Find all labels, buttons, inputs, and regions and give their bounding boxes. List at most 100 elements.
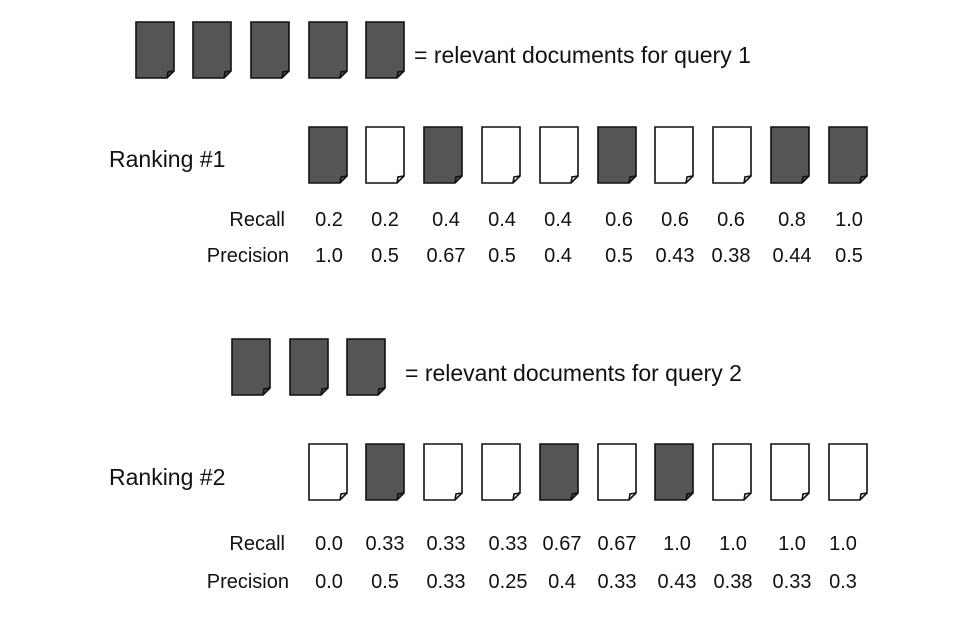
legend-1-document [135,21,175,79]
page-fold-mark [396,70,405,79]
relevant-document-icon [828,126,868,184]
page-fold-mark [743,492,752,501]
ranking-2-precision-value: 0.38 [714,571,753,593]
relevant-document-icon [423,126,463,184]
nonrelevant-document-icon [481,443,521,501]
ranking-2-document [539,443,579,501]
relevant-document-icon [289,338,329,396]
ranking-2-recall-value: 1.0 [829,533,857,555]
ranking-2-recall-value: 0.67 [598,533,637,555]
legend-1-documents [135,21,405,79]
ranking-1-document [423,126,463,184]
ranking-2-document [828,443,868,501]
ranking-1-document [712,126,752,184]
page-fold-mark [223,70,232,79]
nonrelevant-document-icon [712,443,752,501]
page-fold-mark [801,492,810,501]
page-fold-mark [685,175,694,184]
page-fold-mark [859,492,868,501]
ranking-1-recall-value: 0.2 [315,209,343,231]
ranking-1-recall-value: 0.6 [605,209,633,231]
ranking-2-precision-label: Precision [207,571,289,593]
legend-1-document [365,21,405,79]
ranking-1-document [365,126,405,184]
ranking-1-precision-value: 0.5 [605,245,633,267]
nonrelevant-document-icon [481,126,521,184]
ranking-2-precision-values: 0.0 0.5 0.33 0.25 0.4 0.33 0.43 0.38 0.33 0.3 [315,571,857,593]
legend-2-document [231,338,271,396]
ranking-1-precision-value: 1.0 [315,245,343,267]
legend-2-document [346,338,386,396]
ranking-1-recall-value: 0.4 [544,209,572,231]
relevant-document-icon [346,338,386,396]
ranking-2-precision-value: 0.33 [427,571,466,593]
nonrelevant-document-icon [828,443,868,501]
relevant-document-icon [308,21,348,79]
ranking-2-precision-value: 0.0 [315,571,343,593]
ranking-1-precision-value: 0.44 [773,245,812,267]
page-fold-mark [396,492,405,501]
page-fold-mark [859,175,868,184]
ranking-1-precision-value: 0.67 [427,245,466,267]
page-fold-mark [454,175,463,184]
ranking-2-recall-value: 1.0 [778,533,806,555]
ranking-1-precision-value: 0.43 [656,245,695,267]
ranking-1-documents [308,126,868,184]
legend-2-document [289,338,329,396]
page-fold-mark [512,492,521,501]
ranking-2-recall-value: 0.33 [427,533,466,555]
ranking-2-documents [308,443,868,501]
page-fold-mark [166,70,175,79]
ranking-2-document [597,443,637,501]
ranking-2-document [365,443,405,501]
ranking-1-recall-value: 1.0 [835,209,863,231]
ranking-2-recall-value: 1.0 [719,533,747,555]
ranking-2-document [770,443,810,501]
ranking-1-recall-value: 0.2 [371,209,399,231]
ranking-1-recall-value: 0.8 [778,209,806,231]
ranking-2-document [423,443,463,501]
ranking-1-precision-value: 0.5 [835,245,863,267]
ranking-1-document [597,126,637,184]
ranking-2-recall-value: 0.33 [366,533,405,555]
nonrelevant-document-icon [365,126,405,184]
ranking-1-document [770,126,810,184]
ranking-1-document [539,126,579,184]
page-fold-mark [628,492,637,501]
ranking-1-precision-values: 1.0 0.5 0.67 0.5 0.4 0.5 0.43 0.38 0.44 0.5 [315,245,863,267]
legend-1-document [250,21,290,79]
ranking-1-document [308,126,348,184]
ranking-2-precision-value: 0.43 [658,571,697,593]
ranking-2-recall-label: Recall [229,533,285,555]
ranking-1-precision-label: Precision [207,245,289,267]
page-fold-mark [512,175,521,184]
relevant-document-icon [135,21,175,79]
ranking-2-document [654,443,694,501]
page-fold-mark [339,492,348,501]
ranking-1-precision-value: 0.4 [544,245,572,267]
ranking-1-precision-value: 0.38 [712,245,751,267]
nonrelevant-document-icon [654,126,694,184]
nonrelevant-document-icon [308,443,348,501]
page-fold-mark [685,492,694,501]
ranking-2-recall-value: 1.0 [663,533,691,555]
page-fold-mark [377,387,386,396]
legend-1-label: = relevant documents for query 1 [414,42,751,68]
ranking-1-precision-value: 0.5 [488,245,516,267]
nonrelevant-document-icon [423,443,463,501]
page-fold-mark [743,175,752,184]
legend-2-label: = relevant documents for query 2 [405,360,742,386]
ranking-1-document [481,126,521,184]
ranking-2-document [308,443,348,501]
ranking-1-recall-label: Recall [229,209,285,231]
page-fold-mark [454,492,463,501]
ranking-2-precision-value: 0.4 [548,571,576,593]
ranking-2-precision-value: 0.25 [489,571,528,593]
nonrelevant-document-icon [712,126,752,184]
nonrelevant-document-icon [770,443,810,501]
ranking-2-precision-value: 0.5 [371,571,399,593]
ranking-2-document [712,443,752,501]
relevant-document-icon [192,21,232,79]
page-fold-mark [339,70,348,79]
ranking-1-recall-values: 0.2 0.2 0.4 0.4 0.4 0.6 0.6 0.6 0.8 1.0 [315,209,863,231]
